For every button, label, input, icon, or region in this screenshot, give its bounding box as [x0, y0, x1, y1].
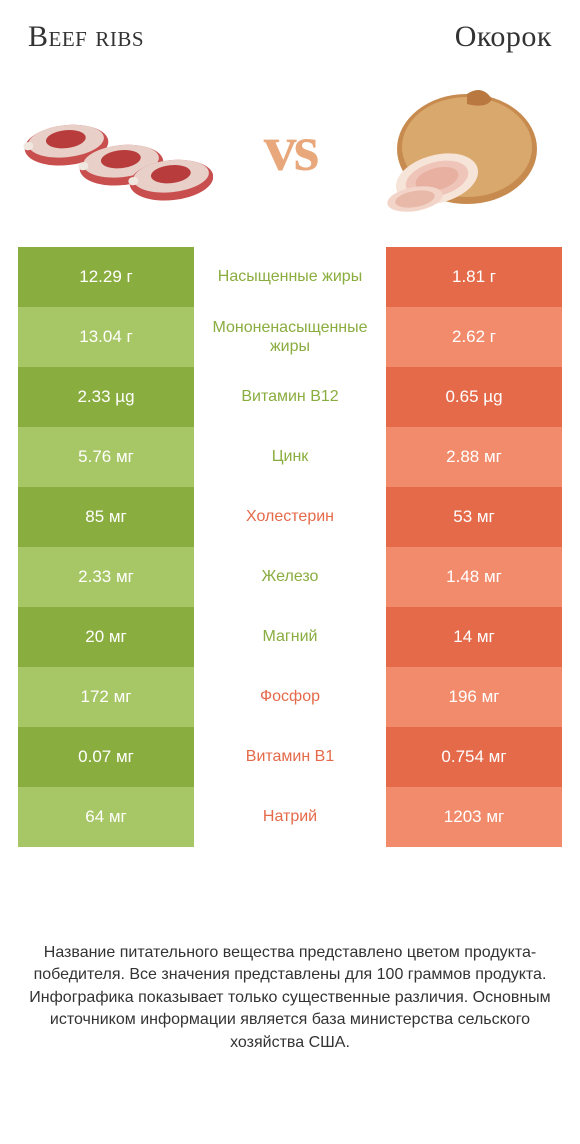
right-value-cell: 53 мг	[386, 487, 562, 547]
table-row: 13.04 гМононенасыщенные жиры2.62 г	[18, 307, 562, 367]
beef-ribs-icon	[18, 84, 213, 214]
nutrient-label: Мононенасыщенные жиры	[194, 307, 386, 367]
table-row: 2.33 мгЖелезо1.48 мг	[18, 547, 562, 607]
table-row: 85 мгХолестерин53 мг	[18, 487, 562, 547]
nutrient-label: Холестерин	[194, 487, 386, 547]
left-value-cell: 13.04 г	[18, 307, 194, 367]
right-food-title: Окорок	[455, 20, 552, 54]
table-row: 2.33 µgВитамин B120.65 µg	[18, 367, 562, 427]
right-value-cell: 14 мг	[386, 607, 562, 667]
table-row: 12.29 гНасыщенные жиры1.81 г	[18, 247, 562, 307]
footer: Название питательного вещества представл…	[18, 847, 562, 1119]
right-value-cell: 1203 мг	[386, 787, 562, 847]
right-food-image	[367, 79, 562, 219]
right-value-cell: 196 мг	[386, 667, 562, 727]
table-row: 0.07 мгВитамин B10.754 мг	[18, 727, 562, 787]
table-row: 172 мгФосфор196 мг	[18, 667, 562, 727]
comparison-table: 12.29 гНасыщенные жиры1.81 г13.04 гМонон…	[18, 247, 562, 847]
ham-icon	[367, 79, 562, 219]
header: Beef ribs Окорок	[18, 20, 562, 69]
left-value-cell: 2.33 мг	[18, 547, 194, 607]
left-value-cell: 2.33 µg	[18, 367, 194, 427]
left-value-cell: 12.29 г	[18, 247, 194, 307]
nutrient-label: Натрий	[194, 787, 386, 847]
left-value-cell: 5.76 мг	[18, 427, 194, 487]
nutrient-label: Насыщенные жиры	[194, 247, 386, 307]
left-value-cell: 0.07 мг	[18, 727, 194, 787]
right-value-cell: 1.48 мг	[386, 547, 562, 607]
left-food-title: Beef ribs	[28, 20, 144, 54]
left-value-cell: 85 мг	[18, 487, 194, 547]
nutrient-label: Витамин B12	[194, 367, 386, 427]
left-value-cell: 20 мг	[18, 607, 194, 667]
table-row: 20 мгМагний14 мг	[18, 607, 562, 667]
left-value-cell: 172 мг	[18, 667, 194, 727]
nutrient-label: Витамин B1	[194, 727, 386, 787]
footer-text: Название питательного вещества представл…	[28, 942, 552, 1054]
images-row: vs	[18, 69, 562, 247]
right-value-cell: 0.65 µg	[386, 367, 562, 427]
table-row: 5.76 мгЦинк2.88 мг	[18, 427, 562, 487]
table-row: 64 мгНатрий1203 мг	[18, 787, 562, 847]
right-value-cell: 2.88 мг	[386, 427, 562, 487]
nutrient-label: Магний	[194, 607, 386, 667]
vs-label: vs	[264, 111, 317, 187]
left-value-cell: 64 мг	[18, 787, 194, 847]
left-food-image	[18, 79, 213, 219]
right-value-cell: 2.62 г	[386, 307, 562, 367]
nutrient-label: Цинк	[194, 427, 386, 487]
nutrient-label: Фосфор	[194, 667, 386, 727]
nutrient-label: Железо	[194, 547, 386, 607]
right-value-cell: 1.81 г	[386, 247, 562, 307]
right-value-cell: 0.754 мг	[386, 727, 562, 787]
